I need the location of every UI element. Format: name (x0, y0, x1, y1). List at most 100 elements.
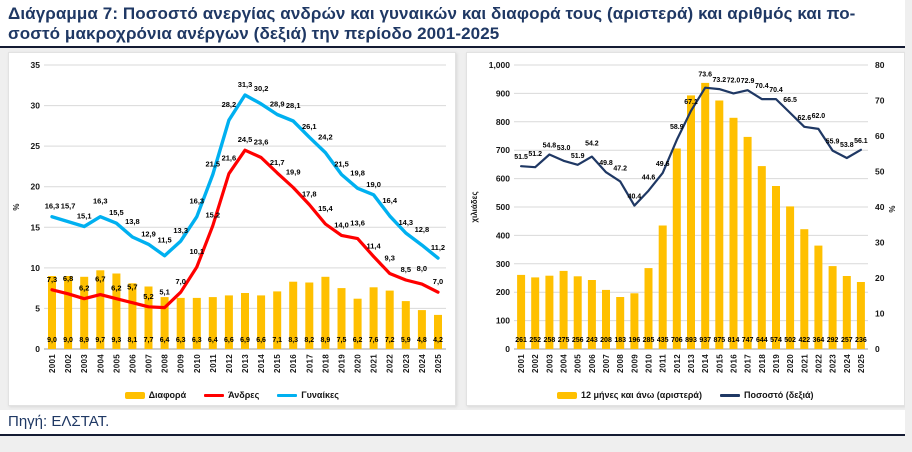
svg-text:15,2: 15,2 (205, 211, 220, 220)
svg-text:6,4: 6,4 (159, 337, 169, 344)
svg-text:20: 20 (30, 182, 40, 192)
svg-text:5,1: 5,1 (159, 288, 169, 297)
svg-text:30,2: 30,2 (254, 84, 269, 93)
svg-text:44.6: 44.6 (642, 175, 656, 182)
x-axis-labels: 2001 2002 2003 2004 2005 2006 2007 2008 2009 2010… (517, 354, 866, 373)
svg-text:706: 706 (671, 337, 683, 344)
svg-text:1,000: 1,000 (489, 60, 511, 70)
svg-text:6,4: 6,4 (208, 337, 218, 344)
left-axis-label: % (12, 204, 21, 211)
svg-text:196: 196 (629, 337, 641, 344)
svg-text:8,3: 8,3 (288, 337, 298, 344)
left-axis-label: χιλιάδες (470, 191, 479, 222)
y-axis-left-ticks: 0 100 200 300 400 500 600 700 800 900 1,000 (489, 60, 511, 354)
svg-text:285: 285 (643, 337, 655, 344)
svg-text:55.9: 55.9 (826, 139, 840, 146)
svg-text:6,9: 6,9 (240, 337, 250, 344)
svg-text:574: 574 (770, 337, 782, 344)
svg-text:80: 80 (875, 60, 885, 70)
svg-text:275: 275 (558, 337, 570, 344)
y-axis-left-ticks: 0 5 10 15 20 25 30 35 (30, 60, 40, 354)
figure-title: Διάγραμμα 7: Ποσοστό ανεργίας ανδρών και… (0, 0, 912, 46)
svg-text:2013: 2013 (241, 354, 250, 373)
long-term-unemployed-chart-svg: 0 100 200 300 400 500 600 700 800 900 1,000 0 10 20 30… (470, 60, 897, 373)
svg-text:2008: 2008 (160, 354, 169, 373)
svg-text:300: 300 (496, 259, 510, 269)
svg-text:73.2: 73.2 (713, 77, 727, 84)
svg-text:19,9: 19,9 (286, 168, 301, 177)
labels-gynaikes: 16,3 15,715,116,315,513,812,911,513,316,3… (44, 80, 444, 252)
svg-text:2013: 2013 (687, 354, 696, 373)
svg-text:7,0: 7,0 (433, 277, 443, 286)
svg-text:208: 208 (600, 337, 612, 344)
figure-title-line2: σοστό μακροχρόνια ανέργων (δεξιά) την πε… (8, 24, 500, 44)
svg-text:12,9: 12,9 (141, 229, 156, 238)
svg-text:13,8: 13,8 (125, 217, 140, 226)
svg-text:2022: 2022 (385, 354, 394, 373)
left-chart-card: 0 5 10 15 20 25 30 35% 9,0 9,0 8,9 9,7 9,3 8,1 7,7 6,4 6… (8, 52, 456, 407)
svg-text:2020: 2020 (786, 354, 795, 373)
legend-item-diafora: Διαφορά (124, 390, 186, 400)
svg-text:54.2: 54.2 (585, 141, 599, 148)
svg-text:11,2: 11,2 (431, 243, 445, 252)
svg-text:8,9: 8,9 (320, 337, 330, 344)
svg-text:502: 502 (785, 337, 797, 344)
svg-text:6,7: 6,7 (95, 275, 105, 284)
svg-text:16,4: 16,4 (382, 196, 397, 205)
svg-text:100: 100 (496, 316, 510, 326)
svg-text:10: 10 (30, 263, 40, 273)
svg-text:644: 644 (756, 337, 768, 344)
svg-text:2009: 2009 (176, 354, 185, 373)
svg-text:56.1: 56.1 (854, 138, 868, 145)
svg-text:2003: 2003 (546, 354, 555, 373)
right-chart-card: 0 100 200 300 400 500 600 700 800 900 1,000 0 10 20 30… (465, 52, 905, 407)
bars-ltu-count (517, 82, 866, 350)
line-andres (50, 148, 440, 310)
svg-text:2023: 2023 (829, 354, 838, 373)
svg-text:2007: 2007 (602, 354, 611, 373)
svg-text:2021: 2021 (369, 354, 378, 373)
legend-label-ltu-count: 12 μήνες και άνω (αριστερά) (580, 390, 702, 401)
figure-title-line1: Διάγραμμα 7: Ποσοστό ανεργίας ανδρών και… (8, 4, 856, 23)
svg-text:30: 30 (30, 101, 40, 111)
svg-text:10: 10 (875, 309, 885, 319)
svg-text:5,9: 5,9 (401, 337, 411, 344)
svg-text:183: 183 (615, 337, 627, 344)
svg-text:422: 422 (799, 337, 811, 344)
legend-label-ltu-share: Ποσοστό (δεξιά) (743, 390, 814, 401)
svg-text:8,0: 8,0 (416, 264, 426, 273)
svg-text:5,2: 5,2 (143, 292, 153, 301)
svg-text:23,6: 23,6 (254, 138, 269, 147)
svg-text:2025: 2025 (857, 354, 866, 373)
svg-text:40: 40 (875, 202, 885, 212)
svg-text:2023: 2023 (402, 354, 411, 373)
svg-text:15,1: 15,1 (77, 212, 92, 221)
svg-text:937: 937 (700, 337, 712, 344)
svg-text:2004: 2004 (560, 354, 569, 373)
svg-text:700: 700 (496, 145, 510, 155)
ltu-count-bar-swatch-icon (556, 391, 577, 399)
svg-text:0: 0 (875, 344, 880, 354)
svg-text:8,1: 8,1 (127, 337, 137, 344)
svg-text:600: 600 (496, 174, 510, 184)
svg-text:14,0: 14,0 (334, 220, 349, 229)
gynaikes-line-swatch-icon (277, 393, 298, 397)
svg-text:11,4: 11,4 (366, 242, 381, 251)
svg-text:2012: 2012 (673, 354, 682, 373)
svg-text:9,3: 9,3 (111, 337, 121, 344)
legend-item-gynaikes: Γυναίκες (277, 390, 339, 400)
svg-text:364: 364 (813, 337, 825, 344)
svg-text:47.2: 47.2 (614, 165, 628, 172)
legend-item-andres: Άνδρες (204, 390, 259, 400)
labels-ltu-count: 261 252 258 275 256 243 208 183 196 285 435 706 893 9… (516, 337, 868, 344)
svg-text:8,9: 8,9 (79, 337, 89, 344)
svg-text:2001: 2001 (48, 354, 57, 373)
svg-text:2005: 2005 (112, 354, 121, 373)
labels-andres: 7,3 6,86,26,76,2 5,75,2 5,17,010,115,221,62… (47, 135, 443, 301)
svg-text:13,6: 13,6 (350, 219, 365, 228)
svg-text:35: 35 (30, 60, 40, 70)
svg-text:49.8: 49.8 (599, 160, 613, 167)
svg-text:62.0: 62.0 (812, 113, 826, 120)
svg-text:16,3: 16,3 (44, 202, 59, 211)
source-row: Πηγή: ΕΛΣΤΑΤ. (0, 410, 912, 434)
